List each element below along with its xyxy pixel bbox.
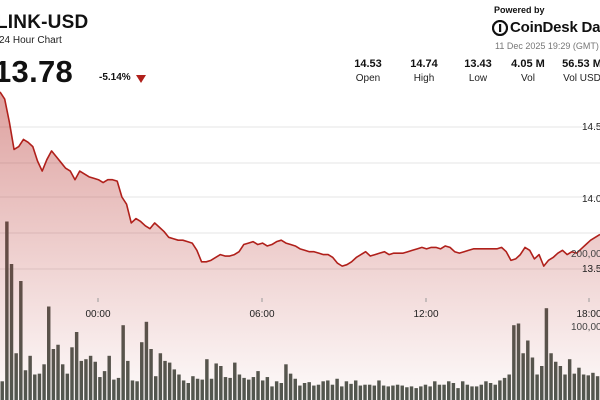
stat-vol-usd-value: 56.53 M (562, 58, 600, 70)
brand-name[interactable]: CoinDesk Data (510, 19, 600, 36)
timestamp: 11 Dec 2025 19:29 (GMT) (495, 41, 599, 51)
stat-open-value: 14.53 (354, 58, 382, 70)
powered-by-label: Powered by (494, 5, 545, 15)
stat-low-value: 13.43 (464, 58, 492, 70)
x-tick-label: 06:00 (249, 309, 274, 320)
pair-title: LINK-USD (0, 12, 89, 33)
x-tick-label: 12:00 (413, 309, 438, 320)
price-area (0, 91, 600, 400)
stat-high-label: High (413, 73, 435, 84)
price-line (0, 91, 600, 267)
stat-high-value: 14.74 (410, 58, 438, 70)
stat-vol-label: Vol (521, 73, 535, 84)
price-change: -5.14% (99, 72, 131, 83)
x-tick-label: 18:00 (576, 309, 600, 320)
coindesk-logo-icon (492, 20, 508, 36)
volume-tick-label: 200,000 (571, 249, 600, 260)
y-tick-label: 13.50 (582, 264, 600, 275)
y-axis-ticks: 14.50 14.00 13.50 (582, 122, 600, 275)
x-tick-label: 00:00 (85, 309, 110, 320)
current-price: 13.78 (0, 54, 74, 89)
down-arrow-icon (136, 75, 146, 83)
stat-open-label: Open (355, 73, 381, 84)
stat-vol-value: 4.05 M (511, 58, 545, 70)
volume-axis-ticks: 200,000 100,000 (571, 249, 600, 333)
stat-vol-usd-label: Vol USD (563, 73, 600, 84)
y-tick-label: 14.50 (582, 122, 600, 133)
stat-low-label: Low (468, 73, 488, 84)
volume-tick-label: 100,000 (571, 322, 600, 333)
x-axis-ticks: 00:00 06:00 12:00 18:00 (85, 298, 600, 320)
y-tick-label: 14.00 (582, 194, 600, 205)
chart-subtitle: 24 Hour Chart (0, 35, 62, 46)
